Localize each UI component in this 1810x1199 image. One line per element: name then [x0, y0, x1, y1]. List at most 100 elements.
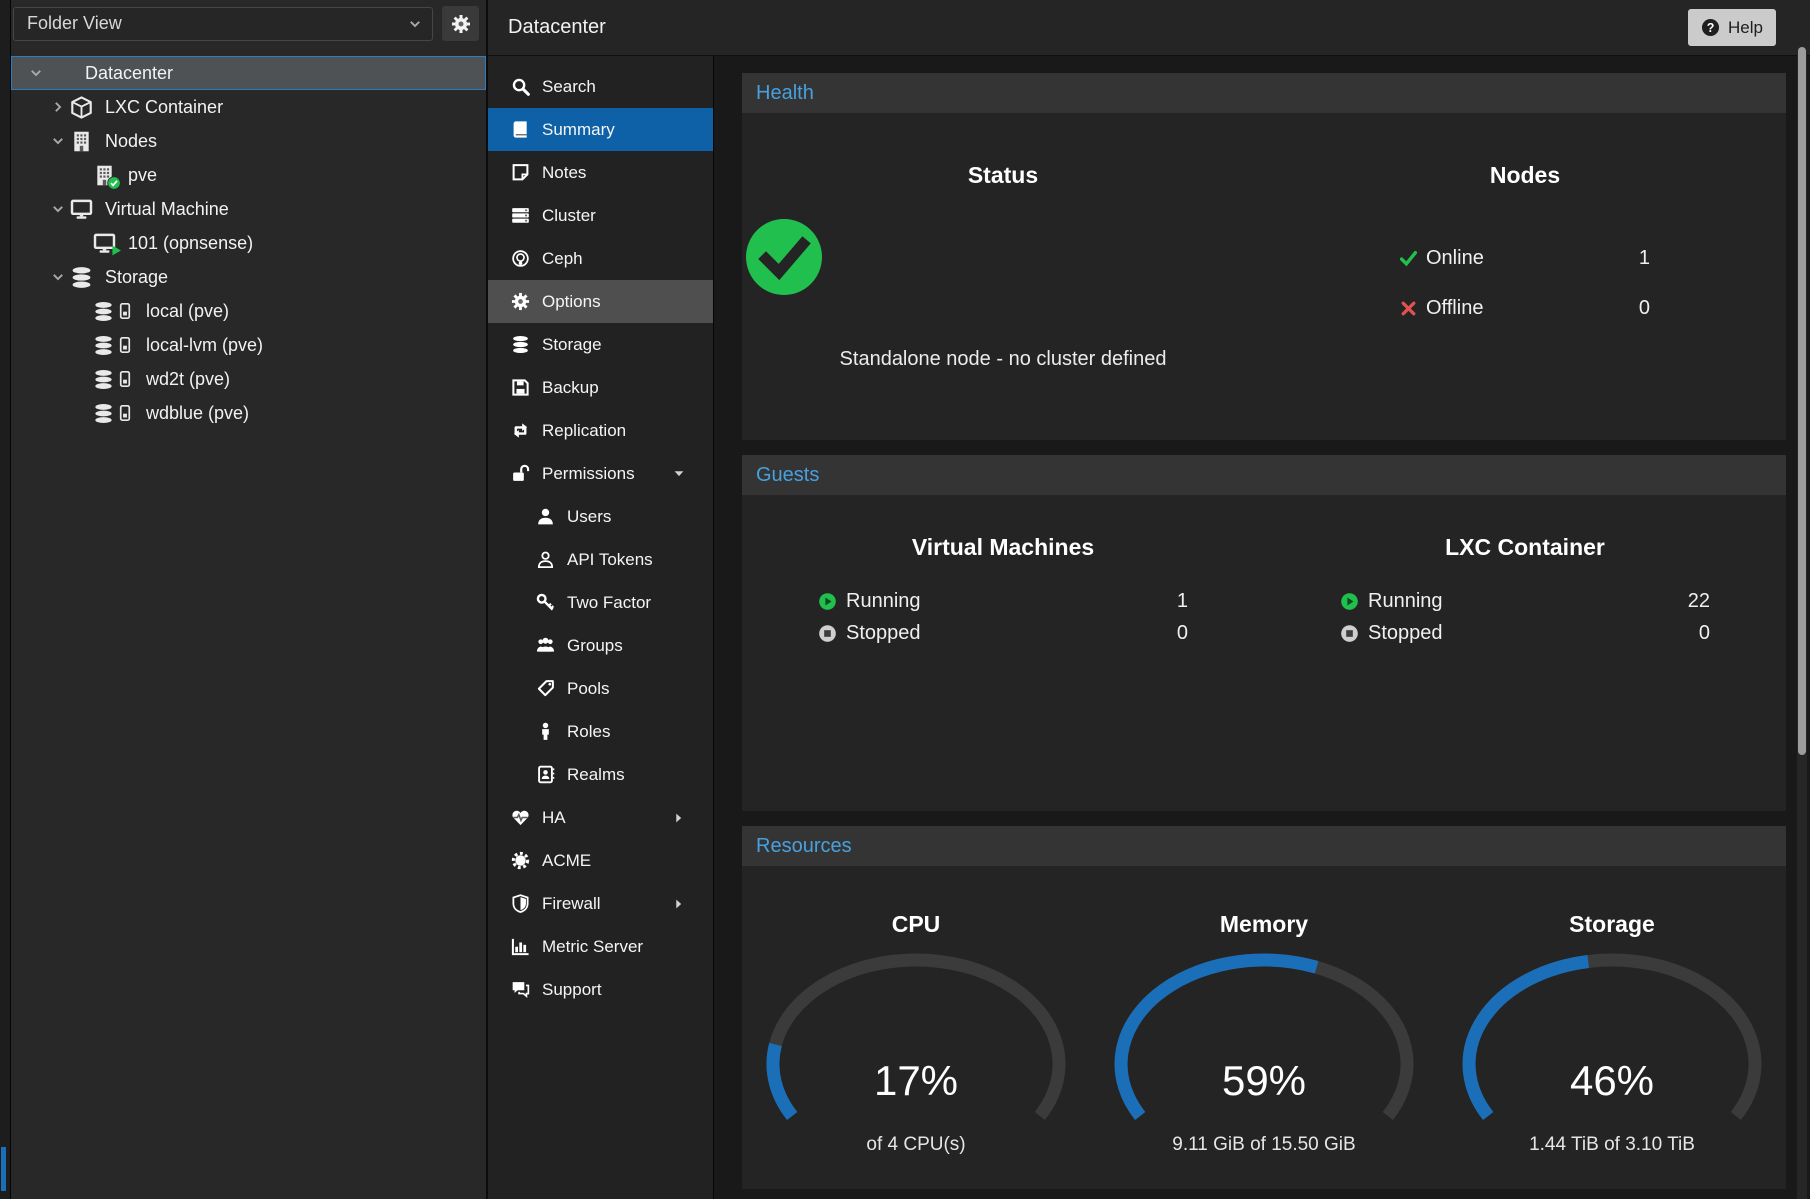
menu-item-realms[interactable]: Realms	[488, 753, 713, 796]
chevron-down-icon[interactable]	[48, 134, 68, 148]
tree-caret-spacer	[71, 406, 91, 420]
gauge-percent: 46%	[1462, 1058, 1762, 1104]
menu-item-label: HA	[542, 808, 566, 828]
status-message: Standalone node - no cluster defined	[742, 348, 1264, 371]
tree-item-virtual-machine[interactable]: Virtual Machine	[11, 192, 486, 226]
drive-icon	[116, 370, 134, 388]
chevron-down-icon[interactable]	[48, 270, 68, 284]
guests-column-title: Virtual Machines	[742, 533, 1264, 561]
menu-item-search[interactable]: Search	[488, 65, 713, 108]
tree-settings-button[interactable]	[441, 5, 480, 42]
menu-item-metric-server[interactable]: Metric Server	[488, 925, 713, 968]
menu-item-label: Pools	[567, 679, 610, 699]
menu-item-label: ACME	[542, 851, 591, 871]
tree-item-local-pve[interactable]: local (pve)	[11, 294, 486, 328]
menu-item-label: Replication	[542, 421, 626, 441]
tree-item-nodes[interactable]: Nodes	[11, 124, 486, 158]
cube-icon	[70, 96, 93, 119]
health-panel-title: Health	[756, 82, 814, 105]
tree-item-storage[interactable]: Storage	[11, 260, 486, 294]
caret-down-icon	[673, 468, 685, 480]
menu-item-groups[interactable]: Groups	[488, 624, 713, 667]
view-selector-combo[interactable]: Folder View	[13, 7, 433, 41]
menu-item-ha[interactable]: HA	[488, 796, 713, 839]
menu-item-acme[interactable]: ACME	[488, 839, 713, 882]
database-icon	[93, 301, 114, 322]
menu-item-support[interactable]: Support	[488, 968, 713, 1011]
menu-item-api-tokens[interactable]: API Tokens	[488, 538, 713, 581]
menu-item-ceph[interactable]: Ceph	[488, 237, 713, 280]
guests-panel-header: Guests	[742, 455, 1786, 495]
guest-row-label: Stopped	[1368, 622, 1443, 645]
menu-item-cluster[interactable]: Cluster	[488, 194, 713, 237]
chevron-down-icon[interactable]	[48, 202, 68, 216]
node-status-label: Offline	[1426, 297, 1483, 320]
tree-item-wdblue-pve[interactable]: wdblue (pve)	[11, 396, 486, 430]
menu-item-label: Search	[542, 77, 596, 97]
tree-item-datacenter[interactable]: Datacenter	[11, 56, 486, 90]
comments-icon	[510, 980, 531, 999]
svg-text:?: ?	[1707, 21, 1715, 35]
tree-item-label: Storage	[105, 267, 168, 288]
menu-item-label: Options	[542, 292, 601, 312]
help-button[interactable]: ? Help	[1688, 9, 1776, 46]
node-icon	[93, 164, 116, 187]
tree-item-lxc-container[interactable]: LXC Container	[11, 90, 486, 124]
menu-item-label: Permissions	[542, 464, 635, 484]
menu-item-pools[interactable]: Pools	[488, 667, 713, 710]
heartbeat-icon	[510, 808, 531, 827]
menu-item-notes[interactable]: Notes	[488, 151, 713, 194]
guest-row-value: 0	[1699, 622, 1710, 645]
storage-icon	[93, 369, 134, 390]
menu-item-users[interactable]: Users	[488, 495, 713, 538]
tree-item-101-opnsense[interactable]: 101 (opnsense)	[11, 226, 486, 260]
check-badge-icon	[107, 176, 121, 190]
menu-item-replication[interactable]: Replication	[488, 409, 713, 452]
resource-tree: Datacenter LXC Container NodespveVirtual M…	[11, 56, 486, 430]
tree-caret-spacer	[71, 338, 91, 352]
key-icon	[535, 593, 556, 612]
menu-item-backup[interactable]: Backup	[488, 366, 713, 409]
guests-panel-title: Guests	[756, 464, 819, 487]
tree-caret-spacer	[71, 236, 91, 250]
search-icon	[510, 77, 531, 96]
health-nodes-column: Nodes Online1Offline0	[1264, 113, 1786, 440]
guests-column-virtual-machines: Virtual Machines Running1Stopped0	[742, 495, 1264, 811]
menu-item-storage[interactable]: Storage	[488, 323, 713, 366]
question-icon: ?	[1701, 18, 1720, 37]
collapsed-panel-strip[interactable]	[0, 0, 11, 1199]
tree-item-label: LXC Container	[105, 97, 223, 118]
chevron-down-icon[interactable]	[26, 66, 46, 80]
health-panel: Health Status Standalone node - no clust…	[742, 73, 1786, 440]
floppy-icon	[510, 378, 531, 397]
menu-item-options[interactable]: Options	[488, 280, 713, 323]
cross-icon	[1400, 300, 1417, 317]
menu-item-permissions[interactable]: Permissions	[488, 452, 713, 495]
gauge-percent: 17%	[766, 1058, 1066, 1104]
guest-row-running: Running22	[1340, 585, 1710, 617]
menu-item-label: Support	[542, 980, 602, 1000]
gauge-title: Storage	[1438, 910, 1786, 938]
tree-item-local-lvm-pve[interactable]: local-lvm (pve)	[11, 328, 486, 362]
resources-panel-header: Resources	[742, 826, 1786, 866]
storage-icon	[93, 301, 134, 322]
menu-item-label: Notes	[542, 163, 586, 183]
menu-item-two-factor[interactable]: Two Factor	[488, 581, 713, 624]
chevron-right-icon[interactable]	[48, 100, 68, 114]
nodes-title: Nodes	[1264, 161, 1786, 189]
vertical-scrollbar[interactable]	[1797, 45, 1807, 1199]
shield-icon	[510, 894, 531, 913]
tree-item-pve[interactable]: pve	[11, 158, 486, 192]
guest-row-value: 0	[1177, 622, 1188, 645]
menu-item-roles[interactable]: Roles	[488, 710, 713, 753]
gauge-sublabel: of 4 CPU(s)	[742, 1134, 1090, 1156]
tree-item-wd2t-pve[interactable]: wd2t (pve)	[11, 362, 486, 396]
main-column: Datacenter ? Help SearchSummaryNotesClus…	[488, 0, 1810, 1199]
menu-item-firewall[interactable]: Firewall	[488, 882, 713, 925]
guest-row-stopped: Stopped 0	[1340, 617, 1710, 649]
gear-icon	[510, 292, 531, 311]
guest-rows: Running1Stopped0	[818, 585, 1188, 649]
menu-item-label: Firewall	[542, 894, 601, 914]
menu-item-summary[interactable]: Summary	[488, 108, 713, 151]
scrollbar-thumb[interactable]	[1798, 47, 1806, 755]
